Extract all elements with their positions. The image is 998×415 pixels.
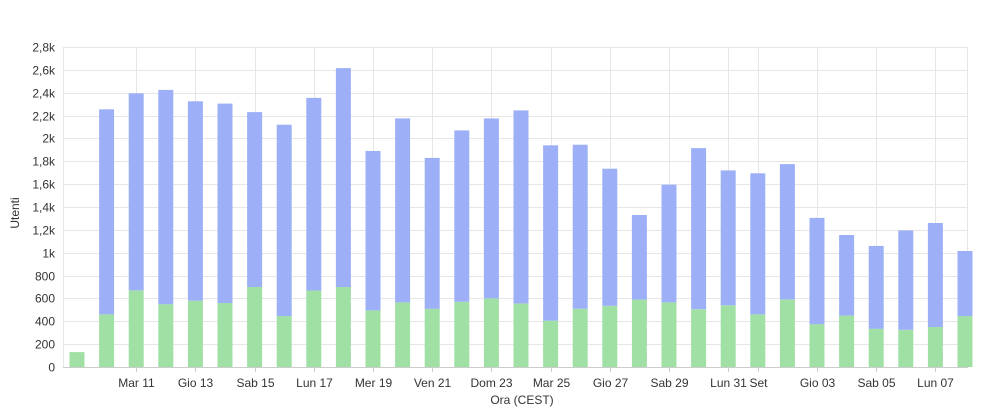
bar-segment-upper[interactable] [128, 93, 144, 291]
x-tick-label: Gio 03 [800, 376, 836, 390]
bar-segment-upper[interactable] [691, 148, 707, 310]
bar-segment-lower[interactable] [631, 299, 647, 367]
y-tick-label: 2,6k [32, 64, 56, 78]
bar-segment-upper[interactable] [483, 118, 499, 299]
bar-segment-lower[interactable] [128, 290, 144, 367]
bar-segment-upper[interactable] [454, 130, 470, 302]
bar-segment-lower[interactable] [572, 308, 588, 367]
bar-segment-lower[interactable] [187, 300, 203, 367]
bar-segment-upper[interactable] [631, 215, 647, 300]
bar-segment-upper[interactable] [868, 245, 884, 329]
x-tick-label: Gio 27 [593, 376, 629, 390]
bar-segment-lower[interactable] [839, 315, 855, 367]
bar-segment-lower[interactable] [306, 290, 322, 367]
y-tick-label: 2,4k [32, 87, 56, 101]
y-tick-label: 2,8k [32, 41, 56, 55]
bar-segment-lower[interactable] [276, 316, 292, 367]
bar-segment-lower[interactable] [691, 309, 707, 367]
y-tick-label: 400 [35, 315, 55, 329]
bar-segment-upper[interactable] [335, 68, 351, 287]
bar-segment-lower[interactable] [424, 308, 440, 367]
x-tick-label: Set [749, 376, 768, 390]
bars [69, 68, 973, 367]
bar-segment-upper[interactable] [572, 144, 588, 309]
bar-segment-lower[interactable] [217, 303, 233, 367]
bar-segment-upper[interactable] [158, 89, 174, 305]
x-tick-label: Lun 17 [296, 376, 333, 390]
bar-segment-lower[interactable] [750, 314, 766, 367]
bar-segment-lower[interactable] [395, 302, 411, 367]
y-tick-label: 1,2k [32, 224, 56, 238]
bar-segment-upper[interactable] [217, 103, 233, 303]
bar-segment-lower[interactable] [720, 305, 736, 367]
y-tick-label: 2k [42, 132, 56, 146]
bar-segment-upper[interactable] [365, 151, 381, 311]
x-tick-label: Gio 13 [178, 376, 214, 390]
bar-segment-lower[interactable] [454, 301, 470, 367]
bar-segment-lower[interactable] [513, 303, 529, 367]
bar-segment-upper[interactable] [395, 118, 411, 303]
bar-segment-lower[interactable] [365, 310, 381, 367]
bar-segment-upper[interactable] [306, 97, 322, 291]
x-tick-label: Mar 11 [118, 376, 155, 390]
x-tick-label: Lun 31 [710, 376, 747, 390]
bar-segment-lower[interactable] [99, 314, 115, 367]
bar-segment-lower[interactable] [809, 324, 825, 367]
bar-segment-upper[interactable] [513, 110, 529, 304]
bar-segment-upper[interactable] [661, 184, 677, 303]
bar-segment-upper[interactable] [247, 112, 263, 287]
bar-segment-upper[interactable] [424, 157, 440, 309]
bar-segment-lower[interactable] [779, 299, 795, 367]
bar-segment-upper[interactable] [276, 124, 292, 317]
x-tick-label: Mar 25 [533, 376, 571, 390]
bar-segment-upper[interactable] [839, 235, 855, 316]
x-tick-label: Ven 21 [414, 376, 452, 390]
x-tick-label: Mer 19 [355, 376, 393, 390]
bar-segment-upper[interactable] [750, 173, 766, 315]
y-axis-ticks: 0 200 400 600 800 1k 1,2k 1,4k 1,6k 1,8k 2k 2,2k 2,4… [32, 41, 56, 375]
bar-segment-lower[interactable] [158, 304, 174, 367]
y-tick-label: 800 [35, 270, 55, 284]
bar-segment-upper[interactable] [187, 101, 203, 301]
bar-segment-lower[interactable] [661, 302, 677, 367]
y-tick-label: 1,8k [32, 155, 56, 169]
bar-segment-lower[interactable] [69, 352, 85, 367]
y-tick-label: 1,6k [32, 178, 56, 192]
bar-segment-upper[interactable] [898, 230, 914, 330]
x-tick-label: Sab 05 [857, 376, 895, 390]
bar-segment-lower[interactable] [927, 327, 943, 367]
bar-segment-lower[interactable] [483, 298, 499, 367]
x-axis-ticks: Mar 11 Gio 13 Sab 15 Lun 17 Mer 19 Ven 21 Dom … [63, 367, 968, 390]
bar-segment-upper[interactable] [543, 145, 559, 321]
bar-segment-upper[interactable] [602, 168, 618, 306]
x-tick-label: Sab 15 [236, 376, 274, 390]
bar-segment-lower[interactable] [543, 320, 559, 367]
bar-segment-upper[interactable] [720, 170, 736, 306]
y-tick-label: 600 [35, 292, 55, 306]
x-tick-label: Dom 23 [470, 376, 512, 390]
bar-segment-lower[interactable] [602, 305, 618, 367]
x-tick-label: Sab 29 [650, 376, 688, 390]
bar-segment-lower[interactable] [335, 287, 351, 367]
bar-segment-lower[interactable] [898, 329, 914, 367]
bar-segment-lower[interactable] [868, 328, 884, 367]
x-axis-title: Ora (CEST) [490, 393, 553, 407]
y-tick-label: 2,2k [32, 110, 56, 124]
bar-segment-upper[interactable] [779, 164, 795, 300]
bar-segment-upper[interactable] [957, 251, 973, 317]
y-axis-title: Utenti [8, 197, 22, 228]
x-tick-label: Lun 07 [917, 376, 954, 390]
bar-segment-upper[interactable] [927, 223, 943, 327]
y-tick-label: 0 [48, 361, 55, 375]
bar-segment-lower[interactable] [957, 316, 973, 367]
y-tick-label: 200 [35, 338, 55, 352]
y-tick-label: 1k [42, 247, 56, 261]
bar-segment-upper[interactable] [99, 109, 115, 315]
bar-segment-lower[interactable] [247, 287, 263, 367]
bar-segment-upper[interactable] [809, 217, 825, 325]
y-tick-label: 1,4k [32, 201, 56, 215]
